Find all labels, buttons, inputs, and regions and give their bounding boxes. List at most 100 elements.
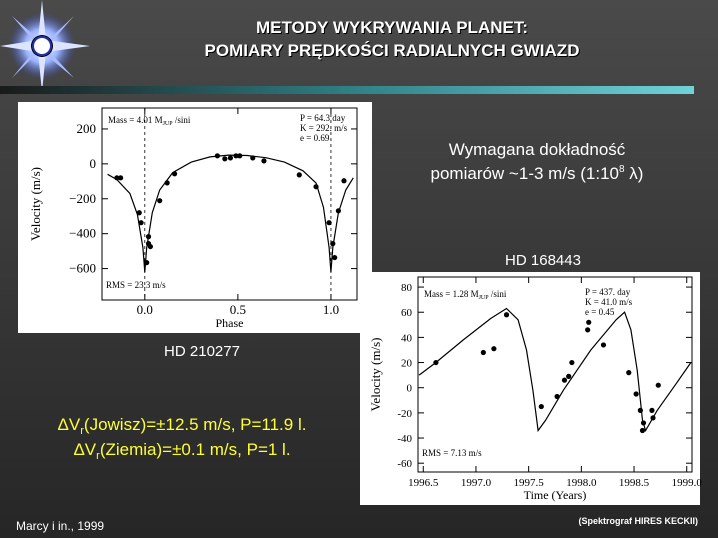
mass-text: Mass = 1.28 M (424, 289, 479, 299)
data-point (480, 349, 486, 356)
y-tick-label: 80 (401, 282, 413, 294)
delta-text: ΔV (73, 440, 96, 459)
mass-sub: JUP (479, 295, 490, 301)
mass-text: /sini (489, 289, 507, 299)
y-axis-label: Velocity (m/s) (28, 167, 43, 241)
data-point (633, 391, 639, 397)
data-point (561, 377, 568, 383)
y-tick-label: 40 (401, 332, 413, 344)
x-tick-label: 1997.0 (461, 477, 492, 489)
y-tick-label: −200 (69, 191, 96, 206)
mass-text: Mass = 4.01 M (108, 115, 163, 125)
delta-line: ΔVr(Jowisz)=±12.5 m/s, P=11.9 l. (58, 415, 307, 437)
orbit-fit (418, 307, 692, 433)
title-shadow: POMIARY PRĘDKOŚCI RADIALNYCH GWIAZD (206, 42, 581, 61)
data-point (566, 373, 572, 379)
citation: Marcy i in., 1999 (16, 519, 104, 533)
mass-label: Mass = 1.28 MJUP /sini (424, 289, 507, 301)
star-label: HD 210277 (164, 343, 240, 360)
orbit-param: e = 0.69 (300, 133, 330, 143)
data-point (118, 175, 124, 181)
x-tick-label: 1999.0 (672, 477, 703, 489)
data-point (649, 407, 655, 413)
data-point (600, 342, 607, 348)
orbit-param: K = 292. m/s (300, 123, 348, 133)
data-point (227, 155, 234, 161)
data-point (538, 403, 544, 410)
data-point (332, 254, 338, 261)
x-tick-label: 1996.5 (408, 477, 439, 489)
y-tick-label: 200 (77, 121, 97, 136)
delta-sub: r (80, 425, 84, 437)
x-axis-label: Time (Years) (524, 488, 587, 502)
orbit-param: P = 437. day (585, 287, 631, 297)
x-tick-label: 0.5 (230, 302, 246, 317)
chart-panel (360, 272, 700, 505)
chart: 80 60 40 20 0 -20 -40 -60 1996.5 1997.0 1997.5 1998… (368, 276, 703, 502)
title: METODY WYKRYWANIA PLANET: METODY WYKRYWA… (205, 18, 581, 61)
x-tick-label: 1997.5 (514, 477, 545, 489)
data-point (138, 220, 144, 226)
data-point (341, 178, 347, 184)
data-point (491, 346, 497, 352)
note-line: pomiarów ~1-3 m/s (1:108 λ) (431, 164, 644, 183)
rms-label: RMS = 7.13 m/s (422, 448, 482, 458)
data-point (655, 382, 661, 388)
y-tick-label: −600 (69, 261, 96, 276)
x-tick-label: 0.0 (137, 302, 153, 317)
rms-label: RMS = 23.3 m/s (106, 280, 166, 290)
logo (0, 0, 90, 92)
data-point (569, 359, 575, 366)
data-point (296, 172, 302, 178)
data-point (503, 312, 510, 318)
y-tick-label: -60 (397, 458, 412, 470)
note-text: pomiarów ~1-3 m/s (1:10 (431, 164, 620, 183)
delta-text: ΔV (58, 415, 81, 434)
data-point (136, 210, 142, 216)
data-point (626, 370, 632, 376)
y-tick-label: -20 (397, 408, 412, 420)
note-sup: 8 (619, 164, 625, 175)
orbit-param: e = 0.45 (585, 307, 615, 317)
mass-text: /sini (173, 115, 191, 125)
mass-sub: JUP (163, 121, 174, 127)
chart-panel (18, 102, 372, 333)
y-tick-label: 60 (401, 307, 413, 319)
delta-line: ΔVr(Ziemia)=±0.1 m/s, P=1 l. (73, 440, 290, 462)
divider (0, 86, 694, 94)
orbit-param: P = 64.3 day (300, 113, 346, 123)
orbit-fit (107, 154, 354, 273)
delta-sub: r (96, 450, 100, 462)
x-tick-label: 1998.0 (566, 477, 597, 489)
plot-frame (101, 107, 358, 301)
mass-label: Mass = 4.01 MJUP /sini (108, 115, 191, 127)
data-point (585, 327, 591, 333)
chart: 200 0 −200 −400 −600 0.0 0.5 1.0 Phase Velocity (… (28, 107, 358, 330)
instrument-note: (Spektrograf HIRES KECKII) (578, 516, 698, 526)
data-point (586, 319, 592, 325)
data-point (147, 243, 153, 250)
y-tick-label: −400 (69, 226, 96, 241)
plot-frame (417, 276, 693, 473)
delta-text: (Jowisz)=±12.5 m/s, P=11.9 l. (84, 415, 307, 434)
y-tick-label: 20 (401, 358, 413, 370)
data-point (157, 198, 163, 204)
x-tick-label: 1.0 (323, 302, 339, 317)
data-point (222, 156, 228, 162)
accuracy-note: Wymagana dokładność pomiarów ~1-3 m/s (1… (431, 140, 644, 183)
title-shadow: METODY WYKRYWANIA PLANET: (257, 19, 529, 38)
data-point (639, 427, 646, 434)
orbit-param: K = 41.0 m/s (585, 297, 633, 307)
note-line: Wymagana dokładność (449, 140, 626, 159)
delta-block: ΔVr(Jowisz)=±12.5 m/s, P=11.9 l. ΔVr(Zie… (58, 415, 307, 462)
x-axis-label: Phase (216, 316, 244, 330)
data-point (326, 220, 332, 226)
star-label: HD 168443 (505, 252, 581, 269)
note-text: λ) (625, 164, 644, 183)
x-tick-label: 1998.5 (619, 477, 650, 489)
y-tick-label: 0 (90, 156, 97, 171)
title-line: METODY WYKRYWANIA PLANET: (256, 18, 528, 37)
y-tick-label: -40 (397, 433, 412, 445)
title-line: POMIARY PRĘDKOŚCI RADIALNYCH GWIAZD (205, 41, 580, 60)
